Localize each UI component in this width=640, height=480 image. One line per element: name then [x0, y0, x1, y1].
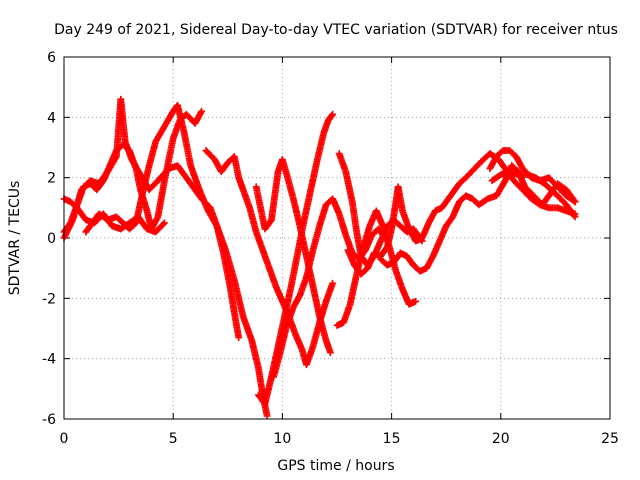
- plot-frame: [63, 56, 611, 420]
- x-tick-label: 15: [383, 431, 401, 447]
- y-axis-title: SDTVAR / TECUs: [7, 181, 23, 296]
- data-series: [270, 195, 389, 381]
- data-point: [198, 107, 205, 115]
- data-point: [571, 198, 579, 206]
- y-tick-label: 0: [47, 231, 56, 247]
- series-layer: [60, 95, 579, 420]
- data-point: [329, 110, 337, 118]
- data-point: [161, 219, 168, 227]
- y-tick-label: 2: [47, 171, 56, 187]
- data-point: [327, 349, 334, 357]
- data-series: [82, 101, 271, 420]
- data-point: [263, 412, 271, 420]
- tick-layer: 0 5 10 15 20 25 -6 -4 -2 0 2 4 6: [42, 50, 619, 447]
- data-point: [412, 297, 420, 305]
- data-series: [252, 156, 334, 357]
- x-tick-label: 10: [273, 431, 291, 447]
- x-tick-label: 20: [492, 431, 510, 447]
- chart-title: Day 249 of 2021, Sidereal Day-to-day VTE…: [54, 22, 618, 38]
- grid-layer: [64, 57, 610, 419]
- x-tick-label: 25: [601, 431, 619, 447]
- data-point: [571, 213, 579, 221]
- data-point: [235, 334, 243, 341]
- y-tick-label: -6: [42, 412, 56, 428]
- x-axis-title: GPS time / hours: [277, 458, 394, 474]
- y-tick-label: 6: [47, 50, 56, 66]
- y-tick-label: -2: [42, 291, 56, 307]
- x-tick-label: 5: [169, 431, 178, 447]
- data-series: [202, 147, 337, 369]
- x-tick-label: 0: [60, 431, 69, 447]
- data-point: [329, 279, 337, 287]
- y-tick-label: 4: [47, 110, 56, 126]
- data-series: [488, 168, 579, 221]
- y-tick-label: -4: [42, 352, 56, 368]
- data-series: [344, 150, 579, 278]
